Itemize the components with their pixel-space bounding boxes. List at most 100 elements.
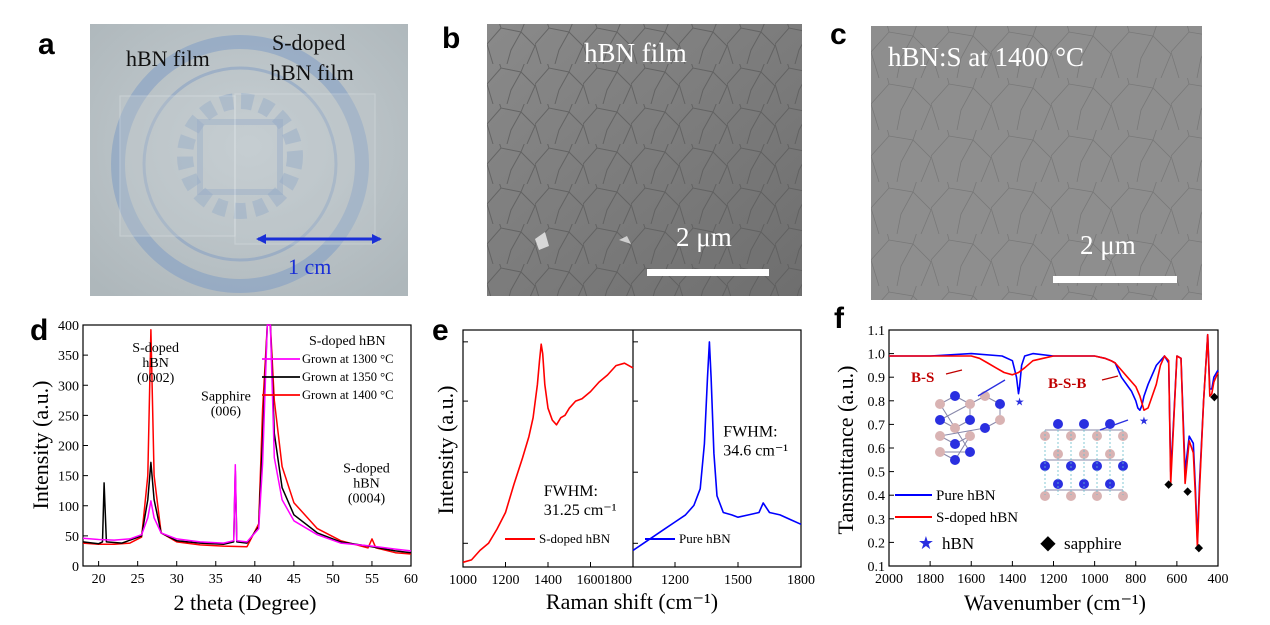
chart-f-xtick-label: 400: [1208, 572, 1229, 587]
chart-f-legend-hbn: hBN: [942, 534, 974, 553]
chart-d-ytick-label: 0: [72, 560, 79, 575]
chart-f-legend-sapphire: sapphire: [1064, 534, 1122, 553]
chart-f-xtick-label: 800: [1125, 572, 1146, 587]
chart-e-series-line: [632, 341, 802, 552]
chart-f-annotation-bsb: B-S-B: [1048, 376, 1086, 392]
chart-e-xtick-label: 1800: [787, 573, 815, 588]
chart-e-xtick-label: 1200: [492, 573, 520, 588]
panel-label-d: d: [30, 314, 49, 347]
atom: [995, 415, 1005, 425]
arrow-bs: [945, 369, 963, 375]
atom: [935, 415, 945, 425]
atom: [965, 447, 975, 457]
chart-f-legend-label: Pure hBN: [936, 488, 996, 504]
chart-d-legend-label: Grown at 1300 °C: [302, 352, 393, 366]
atom: [935, 431, 945, 441]
chart-d-annotation: S-doped: [132, 341, 179, 356]
chart-e-xtick-label: 1500: [724, 573, 752, 588]
chart-f-ytick-label: 0.6: [868, 442, 886, 457]
chart-d-series-line: [82, 324, 412, 552]
chart-e-legend-label: Pure hBN: [679, 531, 731, 546]
atom: [1105, 419, 1115, 429]
atom: [1040, 491, 1050, 501]
chart-d-legend-title: S-doped hBN: [309, 334, 386, 349]
atom: [965, 399, 975, 409]
chart-f-xtick-label: 600: [1166, 572, 1187, 587]
sem-c-graphic: [871, 26, 1202, 300]
chart-f-annotation-bs: B-S: [911, 370, 934, 386]
chart-d-annotation: (006): [211, 404, 242, 419]
scale-bar-c: [1053, 276, 1177, 283]
atom: [965, 415, 975, 425]
panel-label-f: f: [834, 302, 844, 335]
sem-b-scale-label: 2 μm: [676, 222, 732, 252]
atom: [935, 447, 945, 457]
chart-e-xtick-label: 1600: [577, 573, 605, 588]
atom: [965, 431, 975, 441]
photo-a-right-text-1: S-doped: [272, 30, 346, 55]
chart-d-xlabel: 2 theta (Degree): [174, 590, 317, 615]
arrow-bsb: [1101, 375, 1119, 381]
chart-f-ytick-label: 0.5: [868, 466, 886, 481]
sem-image-c: [871, 26, 1202, 300]
chart-d-ytick-label: 200: [58, 440, 79, 455]
chart-d-ytick-label: 300: [58, 379, 79, 394]
chart-e-annotation: FWHM:: [723, 424, 777, 441]
sem-image-b: [487, 24, 802, 296]
atom: [1066, 491, 1076, 501]
chart-d-ylabel: Intensity (a.u.): [28, 381, 53, 510]
chart-d-xtick-label: 20: [92, 572, 106, 587]
chart-d-ytick-label: 100: [58, 500, 79, 515]
chart-d-xtick-label: 30: [170, 572, 184, 587]
sem-c-scale-label: 2 μm: [1080, 230, 1136, 260]
atom: [995, 399, 1005, 409]
star-icon: ★: [1015, 397, 1025, 409]
chart-e-legend-label: S-doped hBN: [539, 531, 611, 546]
chart-d-ytick-label: 150: [58, 470, 79, 485]
sem-b-caption: hBN film: [584, 38, 687, 68]
atom: [950, 439, 960, 449]
panel-label-c: c: [830, 18, 847, 51]
chart-f-legend-label: S-doped hBN: [936, 510, 1018, 526]
chart-d-xtick-label: 45: [287, 572, 301, 587]
chart-f-ytick-label: 1.1: [868, 324, 886, 339]
chart-f-xtick-label: 2000: [875, 572, 903, 587]
photo-a-right-text-2: hBN film: [270, 60, 354, 85]
chart-f-xtick-label: 1400: [998, 572, 1026, 587]
chart-e-xtick-label: 1400: [534, 573, 562, 588]
chart-d-legend-label: Grown at 1400 °C: [302, 388, 393, 402]
chart-f-ytick-label: 0.3: [868, 513, 886, 528]
arrow-to-800: [1099, 419, 1129, 431]
chart-f-ytick-label: 0.1: [868, 560, 886, 575]
chart-f-ytick-label: 0.2: [868, 536, 886, 551]
chart-d-xtick-label: 25: [131, 572, 145, 587]
chart-e-xlabel: Raman shift (cm⁻¹): [546, 589, 718, 614]
chart-f-xlabel: Wavenumber (cm⁻¹): [964, 590, 1146, 615]
panel-label-e: e: [432, 314, 449, 347]
chart-f-ylabel: Tansmittance (a.u.): [833, 366, 858, 535]
chart-f-series-line: [889, 333, 1219, 548]
chart-d-ytick-label: 400: [58, 319, 79, 334]
atom: [950, 391, 960, 401]
chart-d-annotation: S-doped: [343, 462, 390, 477]
atom: [1079, 419, 1089, 429]
chart-f-xtick-label: 1200: [1040, 572, 1068, 587]
chart-f-ytick-label: 0.8: [868, 395, 886, 410]
photo-a-scale-label: 1 cm: [288, 254, 332, 279]
chart-d-annotation: (0004): [348, 492, 386, 507]
chart-d-xtick-label: 55: [365, 572, 379, 587]
chart-d-ytick-label: 250: [58, 409, 79, 424]
atom: [950, 455, 960, 465]
photo-a-graphic: [90, 24, 408, 296]
diamond-icon: ◆: [1164, 478, 1173, 490]
chart-d-xtick-label: 40: [248, 572, 262, 587]
chart-f-xtick-label: 1800: [916, 572, 944, 587]
star-icon: ★: [918, 533, 934, 553]
sem-c-caption: hBN:S at 1400 °C: [888, 42, 1085, 72]
molecule-illustration: [935, 379, 1129, 501]
chart-d-annotation: Sapphire: [201, 389, 251, 404]
atom: [950, 423, 960, 433]
chart-d-xtick-label: 50: [326, 572, 340, 587]
chart-d-annotation: (0002): [137, 371, 175, 386]
